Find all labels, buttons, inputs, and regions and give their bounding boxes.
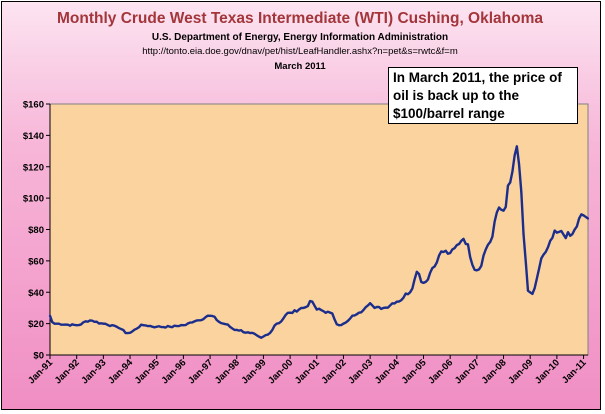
data-point — [462, 237, 465, 241]
data-point — [502, 209, 505, 212]
x-tick-label: Jan-06 — [426, 357, 455, 386]
x-tick-label: Jan-99 — [239, 357, 268, 386]
data-point — [342, 322, 345, 325]
x-tick-label: Jan-07 — [453, 357, 482, 386]
chart-subtitle-date: March 2011 — [274, 61, 326, 72]
data-point — [182, 324, 185, 327]
x-tick-label: Jan-98 — [213, 357, 242, 386]
y-tick-label: $60 — [28, 256, 44, 267]
x-tick-label: Jan-08 — [480, 357, 509, 386]
annotation-callout: In March 2011, the price of oil is back … — [388, 67, 578, 124]
data-point — [168, 325, 172, 328]
x-tick-label: Jan-10 — [533, 357, 562, 386]
data-point — [435, 261, 438, 264]
data-point — [288, 311, 292, 314]
x-tick-label: Jan-09 — [506, 357, 535, 386]
data-point — [373, 306, 376, 310]
data-point — [142, 324, 145, 327]
data-point — [586, 217, 590, 220]
data-point — [315, 308, 318, 311]
y-tick-label: $120 — [23, 162, 44, 173]
data-point — [275, 322, 278, 325]
data-point — [395, 300, 398, 303]
plot-area — [49, 103, 589, 356]
data-point — [248, 331, 252, 335]
x-tick-label: Jan-02 — [320, 357, 349, 386]
data-point — [235, 328, 238, 331]
x-tick-label: Jan-97 — [186, 357, 215, 386]
data-point — [208, 314, 212, 317]
data-point — [75, 324, 78, 327]
y-tick-label: $80 — [28, 225, 44, 236]
y-tick-label: $160 — [23, 100, 44, 111]
data-point — [88, 319, 92, 322]
x-tick-label: Jan-00 — [266, 357, 295, 386]
data-point — [369, 302, 372, 305]
y-axis: $0 $20 $40 $60 $80 $100 $120 $140 $160 — [23, 100, 51, 362]
data-point — [497, 206, 501, 209]
data-point — [329, 311, 332, 314]
data-point — [542, 253, 545, 256]
data-point — [48, 314, 52, 317]
data-point — [475, 269, 478, 272]
data-point — [409, 291, 412, 294]
data-point — [195, 319, 198, 322]
data-point — [422, 281, 425, 284]
data-point — [520, 190, 523, 193]
data-point — [509, 181, 512, 184]
data-point — [489, 240, 492, 244]
data-point — [415, 270, 418, 273]
chart-subtitle-source: U.S. Department of Energy, Energy Inform… — [151, 32, 449, 43]
data-point — [53, 322, 56, 325]
data-point — [155, 325, 158, 328]
x-tick-label: Jan-01 — [293, 357, 323, 387]
data-point — [440, 250, 443, 253]
x-tick-label: Jan-93 — [79, 357, 108, 386]
y-tick-label: $140 — [23, 131, 44, 142]
data-point — [260, 336, 263, 339]
x-tick-label: Jan-95 — [133, 357, 163, 387]
x-axis: Jan-91Jan-92Jan-93Jan-94Jan-95Jan-96Jan-… — [26, 354, 589, 387]
x-tick-label: Jan-92 — [53, 357, 82, 386]
y-tick-label: $100 — [23, 194, 44, 205]
data-point — [531, 292, 534, 295]
x-tick-label: Jan-94 — [106, 357, 136, 387]
x-tick-label: Jan-96 — [159, 357, 188, 386]
data-point — [115, 325, 118, 328]
data-point — [102, 322, 105, 325]
price-series-line — [48, 145, 589, 339]
y-tick-label: $20 — [28, 319, 44, 330]
data-point — [266, 333, 269, 336]
data-point — [302, 306, 305, 310]
data-point — [126, 331, 129, 335]
data-point — [337, 324, 341, 327]
data-point — [222, 322, 225, 325]
x-tick-label: Jan-05 — [400, 357, 430, 387]
data-point — [526, 289, 530, 292]
y-tick-label: $0 — [33, 351, 44, 362]
data-point — [382, 306, 385, 310]
data-point — [515, 145, 518, 148]
data-point — [355, 313, 358, 316]
data-point — [311, 300, 314, 303]
data-point — [555, 231, 558, 234]
data-point — [51, 320, 54, 324]
x-tick-label: Jan-03 — [346, 357, 375, 386]
data-point — [449, 251, 452, 255]
data-point — [582, 214, 585, 217]
data-point — [522, 233, 525, 236]
data-point — [569, 234, 572, 237]
chart-title: Monthly Crude West Texas Intermediate (W… — [56, 10, 544, 27]
x-tick-label: Jan-11 — [560, 357, 589, 386]
y-tick-label: $40 — [28, 288, 44, 299]
x-tick-label: Jan-04 — [373, 357, 403, 387]
chart-subtitle-url: http://tonto.eia.doe.gov/dnav/pet/hist/L… — [142, 46, 458, 57]
